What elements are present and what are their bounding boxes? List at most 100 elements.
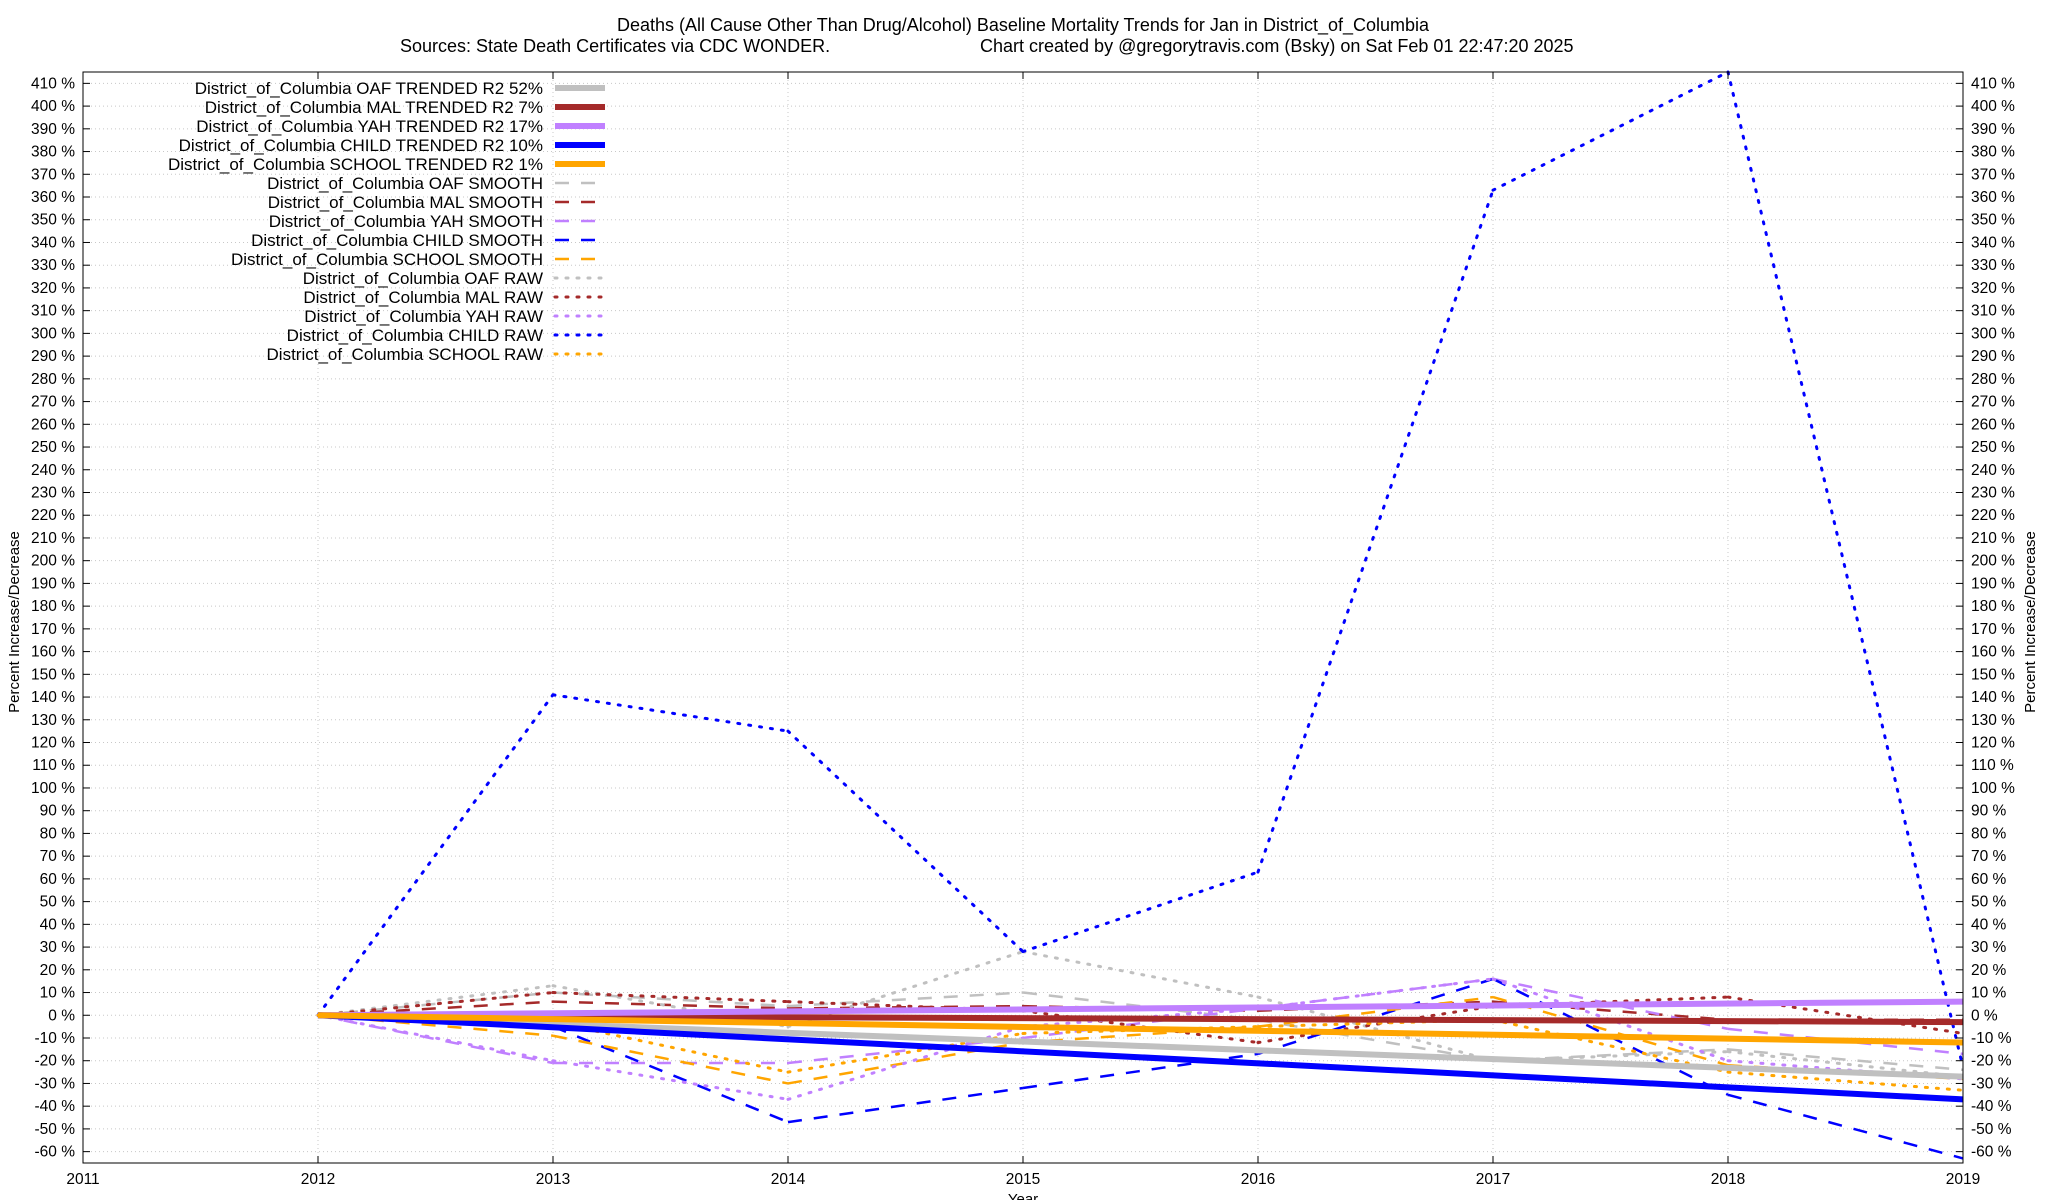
y-tick-label-left: 130 %	[31, 712, 75, 729]
series-segment	[317, 1012, 1964, 1046]
series-lines	[316, 70, 1965, 1160]
series-segment	[1022, 991, 1259, 1022]
x-tick-label: 2017	[1476, 1171, 1510, 1188]
y-tick-label-left: 0 %	[48, 1007, 75, 1024]
y-tick-label-right: 290 %	[1971, 348, 2015, 365]
y-tick-label-right: 260 %	[1971, 416, 2015, 433]
y-tick-label-right: 340 %	[1971, 234, 2015, 251]
series-segment	[1256, 188, 1495, 874]
y-tick-label-left: 230 %	[31, 484, 75, 501]
y-tick-label-left: 30 %	[40, 939, 76, 956]
series-segment	[1727, 1048, 1964, 1072]
x-tick-label: 2019	[1946, 1171, 1980, 1188]
series-segment	[1727, 1093, 1964, 1160]
series-segment	[1491, 70, 1730, 192]
series-segment	[1022, 1007, 1259, 1040]
y-tick-label-right: 150 %	[1971, 666, 2015, 683]
y-tick-label-right: 220 %	[1971, 507, 2015, 524]
y-axis-left: -60 % -50 % -40 % -30 % -20 % -10 % 0 % 10 % 20 …	[31, 75, 75, 1160]
legend-label: District_of_Columbia SCHOOL SMOOTH	[231, 250, 543, 269]
series-raw	[316, 70, 1965, 1070]
y-tick-label-left: 160 %	[31, 644, 75, 661]
legend-label: District_of_Columbia OAF RAW	[303, 269, 543, 288]
series-segment	[317, 991, 554, 1017]
series-segment	[1256, 1004, 1495, 1045]
y-tick-label-right: -40 %	[1971, 1098, 2012, 1115]
series-segment	[787, 991, 1024, 1008]
series-segment	[1022, 1052, 1259, 1090]
legend-label: District_of_Columbia OAF TRENDED R2 52%	[195, 79, 543, 98]
series-segment	[552, 1000, 789, 1010]
y-tick-label-left: 300 %	[31, 325, 75, 342]
y-tick-label-right: 160 %	[1971, 644, 2015, 661]
y-tick-label-left: 200 %	[31, 553, 75, 570]
x-tick-label: 2016	[1241, 1171, 1275, 1188]
y-tick-label-right: 0 %	[1971, 1007, 1998, 1024]
legend-label: District_of_Columbia CHILD SMOOTH	[251, 231, 543, 250]
y-tick-label-left: 180 %	[31, 598, 75, 615]
y-tick-label-left: 20 %	[40, 962, 76, 979]
grid	[82, 72, 1964, 1163]
y-tick-label-left: 280 %	[31, 371, 75, 388]
legend-label: District_of_Columbia MAL TRENDED R2 7%	[205, 98, 543, 117]
y-tick-label-right: 320 %	[1971, 280, 2015, 297]
series-segment	[317, 1012, 1964, 1026]
series-segment	[551, 1020, 790, 1074]
y-tick-label-left: 140 %	[31, 689, 75, 706]
y-axis-label-left: Percent Increase/Decrease	[6, 531, 23, 713]
y-tick-label-right: 130 %	[1971, 712, 2015, 729]
series-segment	[316, 1013, 555, 1063]
y-tick-label-left: 350 %	[31, 212, 75, 229]
x-tick-label: 2013	[536, 1171, 570, 1188]
y-tick-label-left: 310 %	[31, 303, 75, 320]
y-tick-label-right: 380 %	[1971, 144, 2015, 161]
y-tick-label-left: 70 %	[40, 848, 76, 865]
legend-label: District_of_Columbia YAH RAW	[304, 307, 543, 326]
x-axis: 2011 2012 2013 2014 2015 2016 2017 2018 2019	[66, 1171, 1980, 1188]
y-tick-label-right: -50 %	[1971, 1121, 2012, 1138]
y-tick-label-right: -60 %	[1971, 1144, 2012, 1161]
y-tick-label-right: 180 %	[1971, 598, 2015, 615]
plot-frame	[82, 71, 1964, 1164]
legend-label: District_of_Columbia CHILD RAW	[287, 326, 543, 345]
y-tick-label-left: 10 %	[40, 985, 76, 1002]
series-segment	[316, 984, 555, 1017]
y-tick-label-left: 170 %	[31, 621, 75, 638]
y-tick-label-left: 290 %	[31, 348, 75, 365]
x-tick-label: 2015	[1006, 1171, 1040, 1188]
legend-label: District_of_Columbia OAF SMOOTH	[267, 174, 543, 193]
y-tick-label-left: -60 %	[35, 1144, 76, 1161]
series-segment	[316, 991, 555, 1017]
legend-label: District_of_Columbia MAL RAW	[303, 288, 543, 307]
y-tick-label-right: -20 %	[1971, 1053, 2012, 1070]
series-segment	[1491, 1018, 1730, 1074]
y-tick-label-right: 370 %	[1971, 166, 2015, 183]
y-tick-label-left: -30 %	[35, 1075, 76, 1092]
y-tick-label-right: -30 %	[1971, 1075, 2012, 1092]
y-tick-label-left: 60 %	[40, 871, 76, 888]
series-segment	[317, 1014, 554, 1065]
y-axis-label-right: Percent Increase/Decrease	[2022, 531, 2039, 713]
series-segment	[1021, 870, 1260, 954]
x-axis-label: Year	[1008, 1191, 1038, 1200]
y-tick-label-right: 350 %	[1971, 212, 2015, 229]
y-tick-label-left: -10 %	[35, 1030, 76, 1047]
legend-label: District_of_Columbia SCHOOL RAW	[267, 345, 543, 364]
series-segment	[552, 1025, 789, 1124]
legend-label: District_of_Columbia YAH SMOOTH	[269, 212, 543, 231]
series-segment	[787, 1086, 1024, 1124]
series-segment	[1726, 995, 1965, 1035]
plot-border	[82, 71, 1964, 1164]
y-tick-label-right: 90 %	[1971, 803, 2007, 820]
y-tick-label-right: 390 %	[1971, 121, 2015, 138]
series-segment	[552, 1034, 789, 1085]
series-segment	[1727, 1027, 1964, 1056]
y-tick-label-left: 40 %	[40, 916, 76, 933]
legend-label: District_of_Columbia SCHOOL TRENDED R2 1…	[168, 155, 543, 174]
y-tick-label-left: 100 %	[31, 780, 75, 797]
y-tick-label-right: 20 %	[1971, 962, 2007, 979]
y-tick-label-right: 190 %	[1971, 575, 2015, 592]
y-tick-label-left: 50 %	[40, 894, 76, 911]
y-tick-label-right: 10 %	[1971, 985, 2007, 1002]
series-segment	[317, 998, 1964, 1019]
